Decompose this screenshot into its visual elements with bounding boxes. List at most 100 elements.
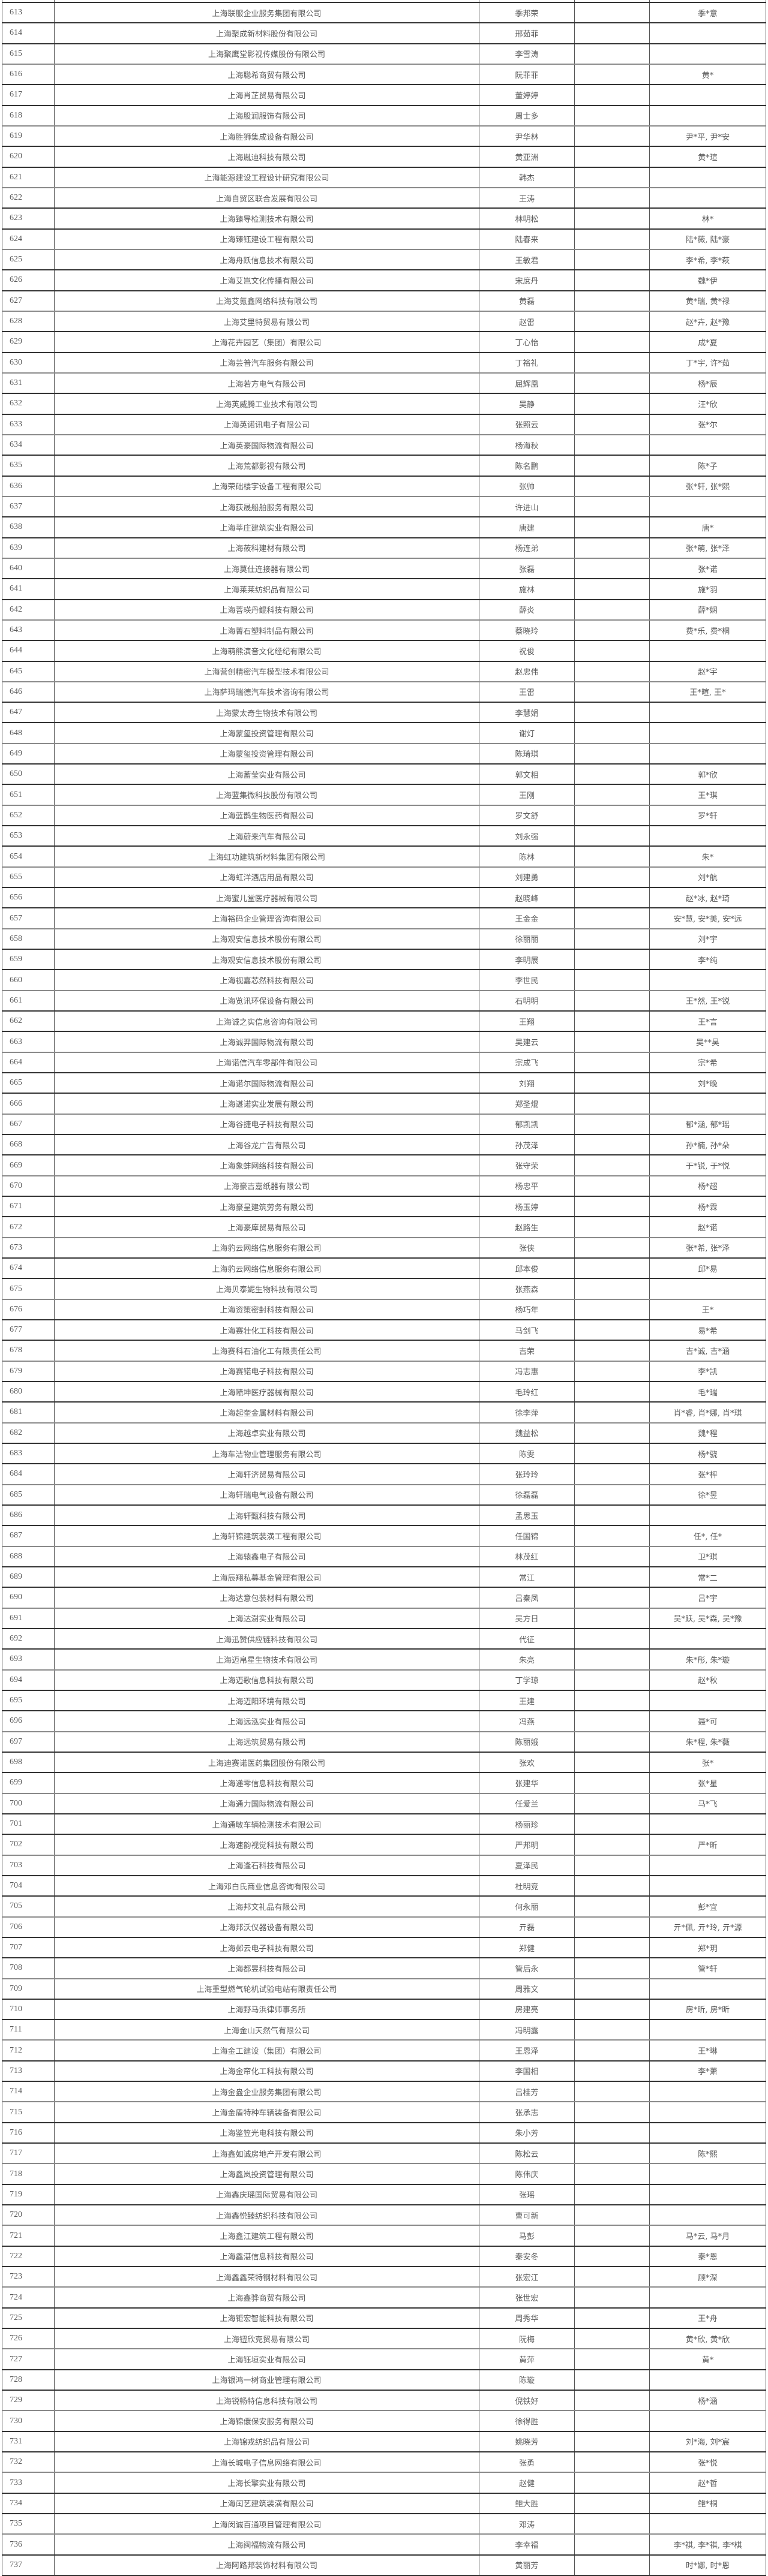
table-row: 637 上海荻晟船舶服务有限公司 许进山: [2, 496, 766, 518]
cell-person: 杜明竞: [479, 1876, 574, 1896]
cell-index: 695: [2, 1690, 54, 1711]
cell-related-persons: 张*悦: [649, 2452, 766, 2472]
cell-index: 725: [2, 2308, 54, 2328]
table-row: 731 上海锦戎纺织品有限公司 姚晓芳 刘*海, 刘*宸: [2, 2431, 766, 2453]
cell-person: 魏益松: [479, 1423, 574, 1443]
cell-index: 657: [2, 908, 54, 928]
cell-company: 上海蒙玺投资管理有限公司: [54, 723, 479, 743]
cell-related-persons: 马*云, 马*月: [649, 2226, 766, 2246]
cell-index: 726: [2, 2329, 54, 2349]
cell-index: 718: [2, 2164, 54, 2184]
cell-company: 上海菁石塑料制品有限公司: [54, 620, 479, 640]
table-row: 683 上海车洁物业管理服务有限公司 陈雯 杨*骁: [2, 1443, 766, 1465]
cell-index: 729: [2, 2391, 54, 2411]
cell-related-persons: 刘*航: [649, 867, 766, 887]
cell-blank: [574, 1588, 649, 1608]
cell-related-persons: 施*羽: [649, 579, 766, 599]
cell-person: 杨忠平: [479, 1176, 574, 1196]
cell-company: 上海递零信息科技有限公司: [54, 1773, 479, 1793]
cell-blank: [574, 2411, 649, 2431]
cell-index: 644: [2, 641, 54, 661]
cell-company: 上海钰垣实业有限公司: [54, 2349, 479, 2369]
cell-person: 徐磊磊: [479, 1485, 574, 1504]
cell-index: 690: [2, 1588, 54, 1608]
cell-related-persons: 黄*瑞, 黄*禄: [649, 291, 766, 311]
cell-person: 张照云: [479, 414, 574, 434]
cell-index: 674: [2, 1259, 54, 1278]
cell-related-persons: 吴**昊: [649, 1032, 766, 1052]
table-row: 656 上海蜜儿堂医疗器械有限公司 赵晓峰 赵*冰, 赵*琦: [2, 888, 766, 909]
cell-person: 许进山: [479, 496, 574, 517]
cell-person: 黄萍: [479, 2349, 574, 2369]
cell-stub: [649, 0, 766, 2]
cell-blank: [574, 2288, 649, 2307]
cell-person: 施林: [479, 579, 574, 599]
cell-blank: [574, 2308, 649, 2328]
cell-blank: [574, 1958, 649, 1978]
cell-index: 693: [2, 1650, 54, 1669]
cell-index: 664: [2, 1052, 54, 1073]
cell-company: 上海览讯环保设备有限公司: [54, 991, 479, 1011]
cell-company: 上海长擎实业有限公司: [54, 2473, 479, 2493]
cell-company: 上海鑫悦臻纺织科技有限公司: [54, 2205, 479, 2225]
cell-index: 648: [2, 723, 54, 743]
cell-company: 上海资策密封科技有限公司: [54, 1299, 479, 1319]
cell-person: 谢灯: [479, 723, 574, 743]
cell-index: 723: [2, 2267, 54, 2287]
cell-blank: [574, 1897, 649, 1916]
cell-index: 715: [2, 2102, 54, 2122]
cell-person: 任国锦: [479, 1526, 574, 1546]
cell-related-persons: 陆*薇, 陆*豪: [649, 229, 766, 249]
cell-blank: [574, 209, 649, 228]
cell-company: 上海赛科石油化工有限责任公司: [54, 1341, 479, 1361]
cell-index: 618: [2, 106, 54, 125]
table-row: 708 上海都昱科技有限公司 管后永 管*轩: [2, 1958, 766, 1979]
cell-index: 660: [2, 970, 54, 990]
cell-index: 655: [2, 867, 54, 887]
cell-company: 上海肖芷贸易有限公司: [54, 85, 479, 105]
cell-person: 林明松: [479, 209, 574, 228]
cell-person: 唐建: [479, 517, 574, 537]
cell-related-persons: [649, 641, 766, 661]
cell-index: 637: [2, 496, 54, 517]
cell-person: 杨丽珍: [479, 1814, 574, 1834]
cell-blank: [574, 641, 649, 661]
cell-person: 张帅: [479, 476, 574, 496]
cell-index: 630: [2, 353, 54, 372]
cell-related-persons: 成*夏: [649, 332, 766, 352]
cell-index: 727: [2, 2349, 54, 2369]
cell-index: 653: [2, 826, 54, 846]
cell-index: 642: [2, 600, 54, 619]
cell-index: 619: [2, 126, 54, 146]
cell-related-persons: 赵*诺: [649, 1217, 766, 1237]
cell-person: 石明明: [479, 991, 574, 1011]
cell-index: 666: [2, 1094, 54, 1114]
cell-related-persons: 尹*平, 尹*安: [649, 126, 766, 146]
cell-blank: [574, 785, 649, 805]
cell-index: 677: [2, 1320, 54, 1340]
cell-blank: [574, 2329, 649, 2349]
table-row: 689 上海辰翔私募基金管理有限公司 常江 常*二: [2, 1567, 766, 1588]
cell-related-persons: 魏*伊: [649, 270, 766, 290]
cell-index: 712: [2, 2041, 54, 2060]
table-row: 676 上海资策密封科技有限公司 杨巧年 王*: [2, 1299, 766, 1320]
cell-person: 周秀华: [479, 2308, 574, 2328]
table-row: 619 上海胜狮集成设备有限公司 尹华林 尹*平, 尹*安: [2, 126, 766, 148]
cell-blank: [574, 950, 649, 970]
cell-index: 689: [2, 1567, 54, 1587]
table-row: 682 上海越卓实业有限公司 魏益松 魏*程: [2, 1423, 766, 1444]
cell-blank: [574, 2205, 649, 2225]
cell-blank: [574, 2226, 649, 2246]
table-row: 723 上海鑫鑫荣特钢材料有限公司 张宏江 顾*深: [2, 2267, 766, 2288]
cell-person: 亓磊: [479, 1917, 574, 1937]
cell-related-persons: 管*轩: [649, 1958, 766, 1978]
table-row: 712 上海金工建设（集团）有限公司 王恩泽 王*琳: [2, 2041, 766, 2062]
cell-company: 上海聚成新材料股份有限公司: [54, 23, 479, 43]
cell-related-persons: 薛*娴: [649, 600, 766, 619]
table-row: 693 上海迈帛星生物技术有限公司 朱亮 朱*彤, 朱*璇: [2, 1650, 766, 1671]
cell-blank: [574, 2514, 649, 2534]
cell-index: 641: [2, 579, 54, 599]
cell-company: 上海豪吉嘉纸器有限公司: [54, 1176, 479, 1196]
table-row: 613 上海联服企业服务集团有限公司 季邦荣 季*意: [2, 3, 766, 24]
cell-related-persons: 严*昕: [649, 1835, 766, 1855]
